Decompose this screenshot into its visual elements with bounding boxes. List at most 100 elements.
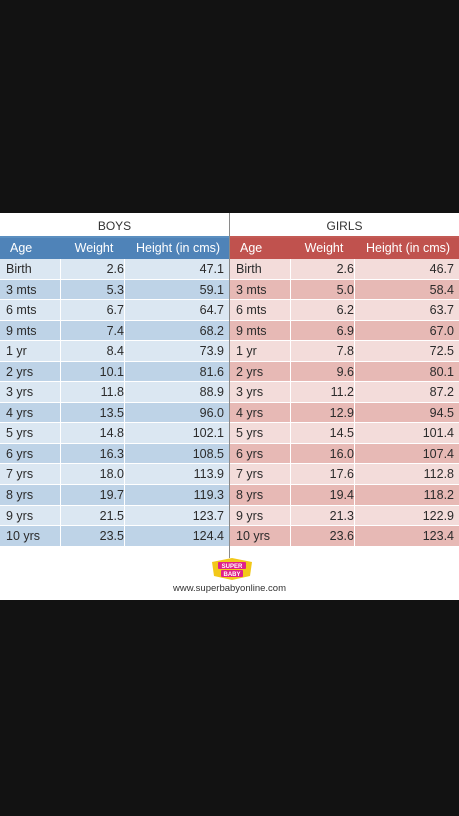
girls-table: GIRLS Age Weight Height (in cms) Birth 2.… <box>230 213 459 558</box>
boys-cell-weight: 16.3 <box>99 446 124 461</box>
column-separator <box>124 341 125 361</box>
girls-cell-height: 87.2 <box>429 385 454 400</box>
column-separator <box>124 382 125 402</box>
boys-cell-age: 3 yrs <box>6 385 34 400</box>
column-separator <box>124 526 125 546</box>
girls-cell-age: 4 yrs <box>236 405 264 420</box>
girls-cell-height: 112.8 <box>423 467 454 482</box>
girls-table-row: 3 mts 5.0 58.4 <box>230 279 459 301</box>
column-separator <box>60 443 61 464</box>
logo-band-top <box>218 562 246 569</box>
girls-cell-weight: 23.6 <box>329 529 354 544</box>
boys-cell-weight: 14.8 <box>99 426 124 441</box>
boys-cell-age: 1 yr <box>6 344 27 359</box>
column-separator <box>60 485 61 505</box>
girls-cell-weight: 9.6 <box>336 364 354 379</box>
column-separator <box>354 443 355 464</box>
girls-header-weight: Weight <box>304 241 344 255</box>
column-separator <box>60 341 61 361</box>
girls-cell-height: 80.1 <box>429 364 454 379</box>
boys-cell-weight: 7.4 <box>106 323 124 338</box>
girls-table-row: 9 mts 6.9 67.0 <box>230 320 459 342</box>
girls-cell-age: 9 mts <box>236 323 267 338</box>
column-separator <box>290 505 291 526</box>
column-separator <box>354 259 355 279</box>
boys-cell-age: 3 mts <box>6 282 37 297</box>
column-separator <box>354 505 355 526</box>
girls-rows: Birth 2.6 46.7 3 mts 5.0 58.4 6 mts 6.2 63.7 9 mt… <box>230 259 459 547</box>
column-separator <box>60 505 61 526</box>
column-separator <box>290 402 291 423</box>
superbaby-logo-icon: SUPER BABY <box>212 558 252 580</box>
column-separator <box>354 485 355 505</box>
boys-header-row: Age Weight Height (in cms) <box>0 238 229 259</box>
website-url: www.superbabyonline.com <box>172 583 286 594</box>
column-separator <box>290 485 291 505</box>
boys-cell-age: 2 yrs <box>6 364 34 379</box>
column-separator <box>354 320 355 341</box>
boys-table-row: 9 yrs 21.5 123.7 <box>0 505 229 527</box>
girls-cell-weight: 6.9 <box>336 323 354 338</box>
column-separator <box>290 526 291 546</box>
girls-cell-height: 63.7 <box>429 303 454 318</box>
girls-cell-weight: 17.6 <box>329 467 354 482</box>
boys-cell-height: 119.3 <box>193 488 224 503</box>
girls-cell-age: 6 yrs <box>236 446 264 461</box>
boys-cell-height: 102.1 <box>192 426 224 441</box>
column-separator <box>60 361 61 382</box>
logo-band-bottom <box>221 570 243 577</box>
boys-cell-weight: 13.5 <box>99 405 124 420</box>
boys-table-row: 1 yr 8.4 73.9 <box>0 341 229 362</box>
girls-table-row: 6 mts 6.2 63.7 <box>230 300 459 321</box>
column-separator <box>354 300 355 320</box>
boys-cell-height: 47.1 <box>199 262 224 276</box>
boys-rows: Birth 2.6 47.1 3 mts 5.3 59.1 6 mts 6.7 64.7 9 mt… <box>0 259 229 547</box>
boys-cell-height: 108.5 <box>192 446 224 461</box>
column-separator <box>354 279 355 300</box>
column-separator <box>354 464 355 485</box>
boys-cell-height: 68.2 <box>199 323 224 338</box>
girls-cell-height: 101.4 <box>422 426 454 441</box>
girls-cell-weight: 16.0 <box>329 446 354 461</box>
girls-cell-height: 46.7 <box>429 262 454 276</box>
column-separator <box>124 402 125 423</box>
girls-table-row: 2 yrs 9.6 80.1 <box>230 361 459 383</box>
column-separator <box>60 320 61 341</box>
girls-table-row: 1 yr 7.8 72.5 <box>230 341 459 362</box>
boys-cell-age: 9 yrs <box>6 508 34 523</box>
boys-cell-height: 81.6 <box>199 364 224 379</box>
column-separator <box>290 300 291 320</box>
girls-cell-weight: 2.6 <box>336 262 354 276</box>
boys-cell-height: 59.1 <box>199 282 224 297</box>
boys-cell-age: 5 yrs <box>6 426 34 441</box>
boys-cell-height: 73.9 <box>199 344 224 359</box>
boys-header-weight: Weight <box>74 241 114 255</box>
boys-table-row: 3 mts 5.3 59.1 <box>0 279 229 301</box>
girls-table-row: 8 yrs 19.4 118.2 <box>230 485 459 506</box>
boys-table-row: 7 yrs 18.0 113.9 <box>0 464 229 486</box>
girls-cell-weight: 14.5 <box>329 426 354 441</box>
column-separator <box>290 279 291 300</box>
girls-table-row: 4 yrs 12.9 94.5 <box>230 402 459 424</box>
girls-table-row: 9 yrs 21.3 122.9 <box>230 505 459 527</box>
column-separator <box>60 402 61 423</box>
boys-cell-age: 4 yrs <box>6 405 34 420</box>
growth-chart-card: BOYS Age Weight Height (in cms) Birth 2.6… <box>0 213 459 600</box>
boys-cell-height: 96.0 <box>199 405 224 420</box>
boys-cell-weight: 11.8 <box>100 385 124 400</box>
boys-cell-weight: 2.6 <box>106 262 124 276</box>
column-separator <box>124 443 125 464</box>
boys-table: BOYS Age Weight Height (in cms) Birth 2.6… <box>0 213 229 558</box>
boys-cell-age: 8 yrs <box>6 488 34 503</box>
boys-table-row: 3 yrs 11.8 88.9 <box>0 382 229 403</box>
boys-table-row: 4 yrs 13.5 96.0 <box>0 402 229 424</box>
column-separator <box>60 464 61 485</box>
boys-table-row: 10 yrs 23.5 124.4 <box>0 526 229 547</box>
column-separator <box>60 300 61 320</box>
column-separator <box>124 279 125 300</box>
column-separator <box>354 361 355 382</box>
column-separator <box>124 485 125 505</box>
boys-cell-age: 9 mts <box>6 323 37 338</box>
column-separator <box>354 423 355 443</box>
column-separator <box>60 423 61 443</box>
